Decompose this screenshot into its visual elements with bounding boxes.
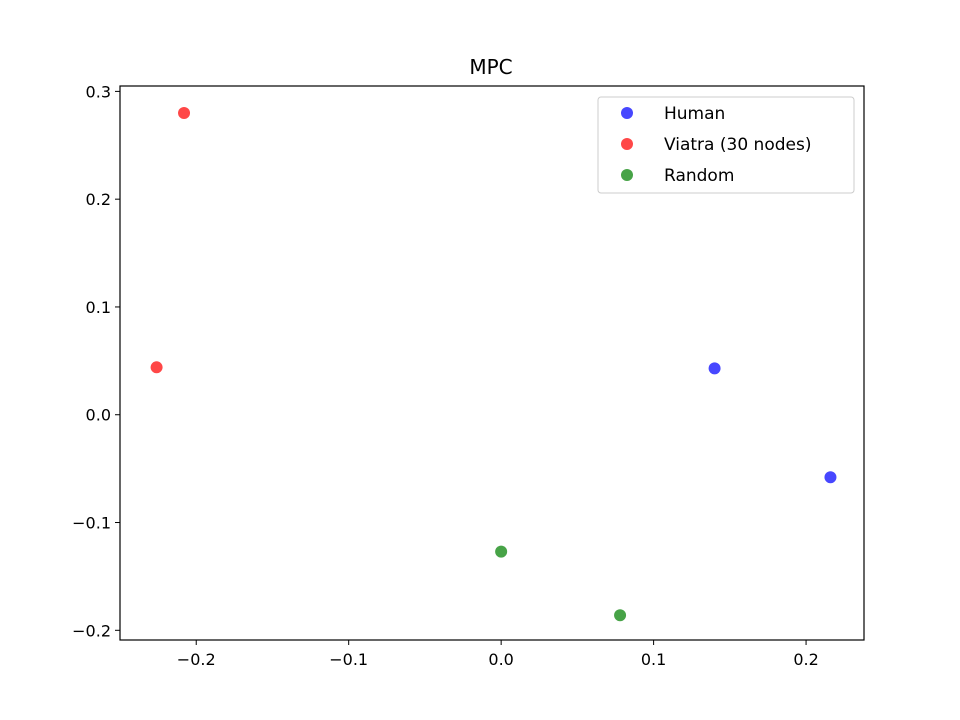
legend: Human Viatra (30 nodes) Random [597,96,855,194]
x-axis-ticks: −0.2 −0.1 0.0 0.1 0.2 [177,640,819,669]
legend-label: Human [664,104,725,124]
x-tick-label: 0.0 [488,650,513,669]
legend-label: Random [664,166,734,186]
y-tick-label: 0.0 [86,406,111,425]
data-point [708,362,721,375]
data-point [824,471,837,484]
legend-marker [621,138,633,150]
y-tick-label: 0.3 [86,82,111,101]
legend-marker [621,169,633,181]
x-tick-label: −0.2 [177,650,216,669]
legend-marker [621,107,633,119]
chart-title: MPC [469,55,512,79]
data-point [614,609,627,622]
legend-frame [597,96,855,194]
data-point [178,106,191,119]
plot-frame [119,85,865,641]
y-tick-label: 0.2 [86,190,111,209]
x-tick-label: 0.2 [793,650,818,669]
data-point [495,545,508,558]
legend-label: Viatra (30 nodes) [664,135,811,155]
data-points [150,106,837,622]
y-tick-label: −0.1 [72,514,111,533]
data-point [150,361,163,374]
x-tick-label: 0.1 [641,650,666,669]
y-axis-ticks: −0.2 −0.1 0.0 0.1 0.2 0.3 [72,82,120,640]
y-tick-label: −0.2 [72,621,111,640]
x-tick-label: −0.1 [329,650,368,669]
y-tick-label: 0.1 [86,298,111,317]
